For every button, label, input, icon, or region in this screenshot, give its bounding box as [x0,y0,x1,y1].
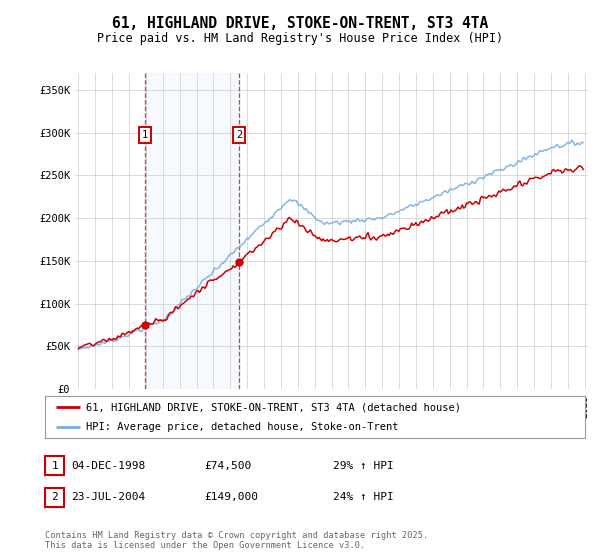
Text: £149,000: £149,000 [204,492,258,502]
Text: HPI: Average price, detached house, Stoke-on-Trent: HPI: Average price, detached house, Stok… [86,422,398,432]
Text: 61, HIGHLAND DRIVE, STOKE-ON-TRENT, ST3 4TA (detached house): 61, HIGHLAND DRIVE, STOKE-ON-TRENT, ST3 … [86,402,461,412]
Bar [145,73,239,389]
Text: Price paid vs. HM Land Registry's House Price Index (HPI): Price paid vs. HM Land Registry's House … [97,31,503,45]
Text: 1: 1 [51,461,58,471]
Text: 1: 1 [142,130,148,140]
Text: 29% ↑ HPI: 29% ↑ HPI [333,461,394,471]
Text: 2: 2 [51,492,58,502]
Text: 61, HIGHLAND DRIVE, STOKE-ON-TRENT, ST3 4TA: 61, HIGHLAND DRIVE, STOKE-ON-TRENT, ST3 … [112,16,488,31]
Text: £74,500: £74,500 [204,461,251,471]
Text: Contains HM Land Registry data © Crown copyright and database right 2025.
This d: Contains HM Land Registry data © Crown c… [45,531,428,550]
Text: 24% ↑ HPI: 24% ↑ HPI [333,492,394,502]
Text: 04-DEC-1998: 04-DEC-1998 [71,461,145,471]
Text: 2: 2 [236,130,242,140]
Text: 23-JUL-2004: 23-JUL-2004 [71,492,145,502]
